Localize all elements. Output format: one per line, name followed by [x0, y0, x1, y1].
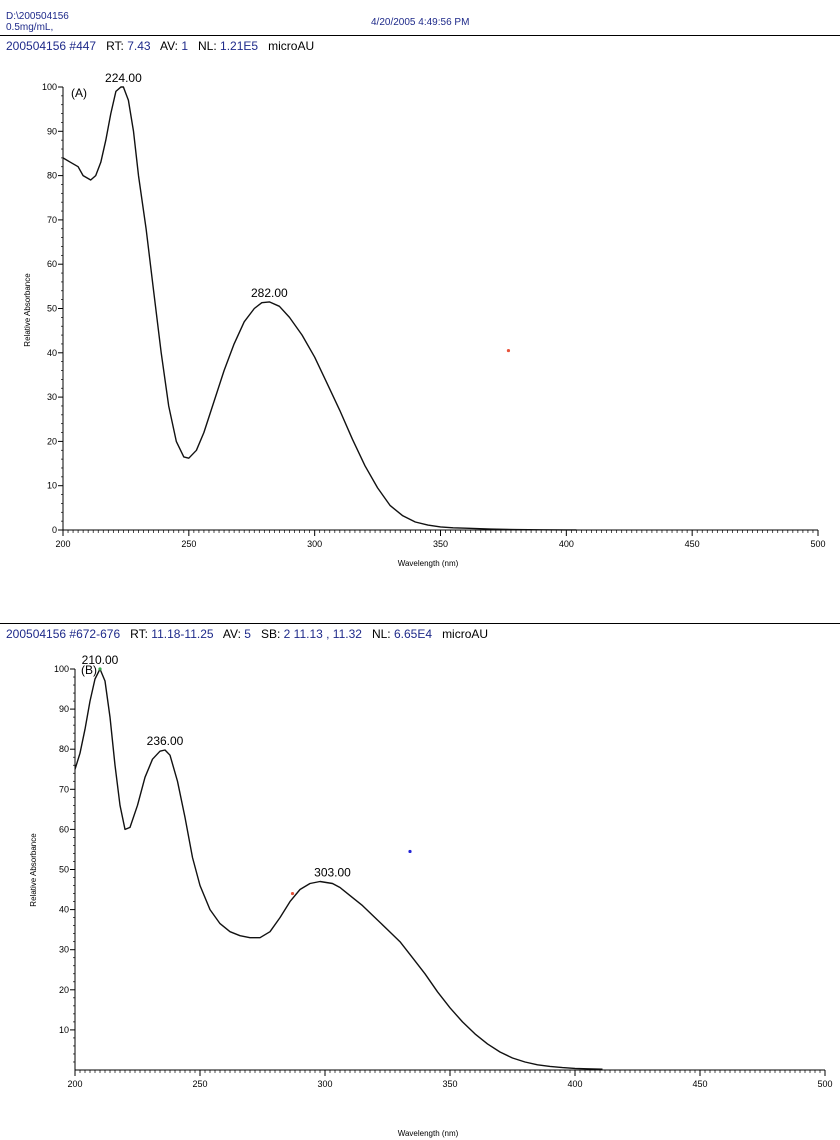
panel-a-unit: microAU [268, 39, 315, 53]
x-tick-label: 300 [307, 539, 322, 549]
panel-b-sb-value: 2 11.13 , 11.32 [283, 627, 362, 641]
y-tick-label: 10 [59, 1025, 69, 1035]
x-tick-label: 450 [685, 539, 700, 549]
y-tick-label: 30 [59, 945, 69, 955]
sample-concentration: 0.5mg/mL, [6, 22, 54, 33]
y-tick-label: 20 [47, 436, 57, 446]
x-tick-label: 400 [559, 539, 574, 549]
y-tick-label: 20 [59, 985, 69, 995]
acquisition-datetime: 4/20/2005 4:49:56 PM [371, 17, 470, 28]
peak-label: 210.00 [82, 653, 119, 667]
panel-label-b: (B) [81, 663, 97, 677]
x-tick-label: 200 [55, 539, 70, 549]
panel-b-sb-label: SB: [260, 627, 281, 641]
x-tick-label: 300 [317, 1079, 332, 1089]
panel-a-av-value: 1 [181, 39, 188, 53]
y-axis-a: 0 10 20 30 40 50 60 70 80 90 100 [42, 82, 64, 535]
x-ticks: 200 250 300 350 400 450 500 [55, 530, 826, 549]
x-tick-label: 500 [810, 539, 825, 549]
panel-a-scan: 200504156 #447 [6, 39, 97, 53]
peak-label: 303.00 [314, 866, 351, 880]
x-tick-label: 200 [67, 1079, 82, 1089]
x-axis-a: 200 250 300 350 400 450 500 [55, 529, 826, 549]
y-axis-b: 10 20 30 40 50 60 70 80 90 100 [54, 664, 76, 1070]
y-axis-label: Relative Absorbance [29, 833, 38, 907]
y-tick-label: 40 [47, 348, 57, 358]
panel-b-nl-value: 6.65E4 [394, 627, 433, 641]
y-tick-label: 50 [47, 304, 57, 314]
y-tick-label: 70 [59, 784, 69, 794]
y-tick-label: 100 [54, 664, 69, 674]
y-tick-label: 40 [59, 905, 69, 915]
y-tick-label: 10 [47, 481, 57, 491]
panel-b-rule [0, 623, 840, 624]
y-tick-label: 80 [47, 171, 57, 181]
spectrum-line [74, 668, 603, 1070]
peak-label: 224.00 [105, 71, 142, 85]
spectrum-chart-a: 0 10 20 30 40 50 60 70 80 90 100 200 250 300 350 400 45… [23, 71, 826, 568]
y-tick-label: 60 [59, 824, 69, 834]
spectrum-line [62, 86, 577, 531]
y-tick-label: 30 [47, 392, 57, 402]
panel-a-info: 200504156 #447 RT: 7.43 AV: 1 NL: 1.21E5… [6, 39, 314, 53]
panel-b-info: 200504156 #672-676 RT: 11.18-11.25 AV: 5… [6, 627, 488, 641]
panel-b-nl-label: NL: [371, 627, 391, 641]
x-axis-b: 200 250 300 350 400 450 500 [67, 1069, 833, 1089]
panel-a-rt-value: 7.43 [127, 39, 151, 53]
peak-label: 282.00 [251, 286, 288, 300]
x-tick-label: 350 [433, 539, 448, 549]
plot-area-b: 210.00 236.00 303.00 [74, 653, 603, 1070]
panel-a-av-label: AV: [159, 39, 178, 53]
y-axis-label: Relative Absorbance [23, 273, 32, 347]
panel-a-nl-label: NL: [198, 39, 217, 53]
x-tick-label: 500 [817, 1079, 832, 1089]
y-tick-label: 80 [59, 744, 69, 754]
x-axis-label: Wavelength (nm) [398, 559, 459, 568]
x-ticks: 200 250 300 350 400 450 500 [67, 1070, 833, 1089]
header-rule [0, 35, 840, 36]
panel-b-unit: microAU [442, 627, 489, 641]
plot-area-a: 224.00 282.00 [62, 71, 577, 531]
y-tick-label: 0 [52, 525, 57, 535]
panel-b-av-label: AV: [222, 627, 241, 641]
x-tick-label: 450 [692, 1079, 707, 1089]
panel-a-rt-label: RT: [106, 39, 124, 53]
panel-b-av-value: 5 [244, 627, 251, 641]
panel-b-scan: 200504156 #672-676 [6, 627, 121, 641]
y-tick-label: 60 [47, 259, 57, 269]
y-ticks: 0 10 20 30 40 50 60 70 80 90 100 [42, 82, 63, 535]
y-ticks: 10 20 30 40 50 60 70 80 90 100 [54, 664, 75, 1063]
y-tick-label: 70 [47, 215, 57, 225]
x-axis-label: Wavelength (nm) [398, 1129, 459, 1138]
data-marker [98, 667, 102, 671]
peak-label: 236.00 [147, 734, 184, 748]
panel-a-nl-value: 1.21E5 [220, 39, 259, 53]
data-marker [290, 891, 295, 896]
x-tick-label: 250 [192, 1079, 207, 1089]
panel-label-a: (A) [71, 86, 87, 100]
y-tick-label: 90 [47, 126, 57, 136]
spectrum-chart-b: 10 20 30 40 50 60 70 80 90 100 200 250 300 350 400 450… [29, 653, 833, 1138]
file-path: D:\200504156 [6, 11, 69, 22]
x-tick-label: 350 [442, 1079, 457, 1089]
panel-b-rt-value: 11.18-11.25 [151, 627, 214, 641]
y-tick-label: 50 [59, 865, 69, 875]
x-tick-label: 400 [567, 1079, 582, 1089]
x-tick-label: 250 [181, 539, 196, 549]
data-marker [408, 849, 412, 854]
panel-b-rt-label: RT: [130, 627, 148, 641]
data-marker [506, 348, 511, 353]
y-tick-label: 90 [59, 704, 69, 714]
y-tick-label: 100 [42, 82, 57, 92]
